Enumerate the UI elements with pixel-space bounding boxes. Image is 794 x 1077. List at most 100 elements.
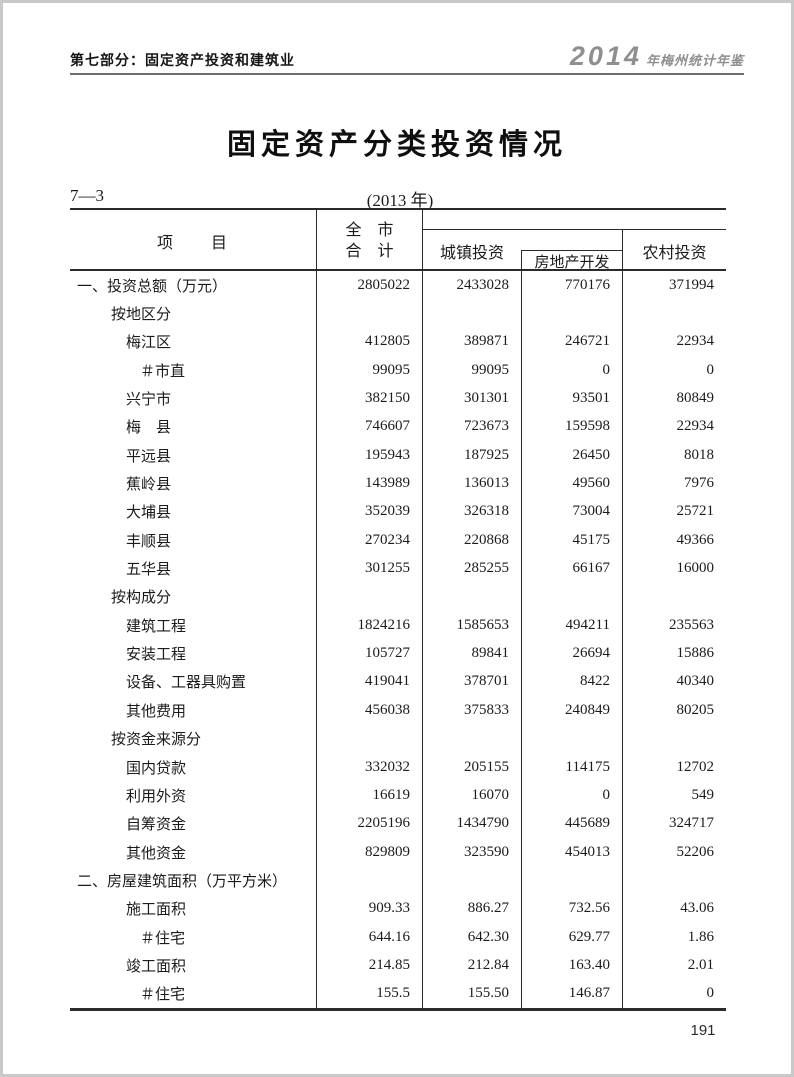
row-value: 49560 [521,469,622,498]
row-value: 22934 [622,327,726,357]
table-row: 设备、工器具购置 419041 378701 8422 40340 [70,667,726,697]
row-label: 施工面积 [126,902,187,919]
row-value: 829809 [316,837,422,867]
row-value: 2433028 [422,271,521,300]
row-value: 93501 [521,384,622,413]
row-label: 按构成分 [111,590,172,607]
statistics-table: 项 目 全 市 合 计 城镇投资 房地产开发 农村投资 一、投资总额（万元） 28… [70,208,726,1011]
row-value: 146.87 [521,979,622,1008]
row-value [316,299,422,328]
header-citywide-line1: 全 市 [345,221,394,239]
row-value: 549 [622,781,726,810]
row-value: 212.84 [422,951,521,980]
row-value: 629.77 [521,922,622,952]
row-value: 371994 [622,271,726,300]
table-row: 自筹资金 2205196 1434790 445689 324717 [70,809,726,838]
table-row: 蕉岭县 143989 136013 49560 7976 [70,469,726,498]
row-label: ＃市直 [140,363,186,380]
row-value: 323590 [422,837,521,867]
row-value: 1434790 [422,809,521,838]
row-value: 456038 [316,696,422,725]
table-row: 平远县 195943 187925 26450 8018 [70,441,726,470]
row-value: 270234 [316,526,422,555]
row-value: 1824216 [316,611,422,640]
table-row: 国内贷款 332032 205155 114175 12702 [70,752,726,782]
row-value: 16619 [316,781,422,810]
row-label: 按地区分 [111,307,172,324]
row-value: 2.01 [622,951,726,980]
row-value: 16070 [422,781,521,810]
row-value: 1.86 [622,922,726,952]
table-row: ＃住宅 644.16 642.30 629.77 1.86 [70,922,726,952]
row-value [316,582,422,612]
row-value: 155.50 [422,979,521,1008]
row-value [422,866,521,895]
row-value: 1585653 [422,611,521,640]
row-label: 利用外资 [126,788,187,805]
row-value: 375833 [422,696,521,725]
row-label: 蕉岭县 [126,477,172,494]
page-number: 191 [690,1022,716,1039]
row-value: 163.40 [521,951,622,980]
row-value: 494211 [521,611,622,640]
row-value: 326318 [422,497,521,527]
yearbook-logo-title: 年梅州统计年鉴 [645,53,744,68]
row-value: 25721 [622,497,726,527]
table-row: 兴宁市 382150 301301 93501 80849 [70,384,726,413]
table-row: ＃住宅 155.5 155.50 146.87 0 [70,979,726,1008]
row-label: 设备、工器具购置 [126,675,247,692]
table-row: 按地区分 [70,299,726,328]
row-label: 竣工面积 [126,958,187,975]
row-label: 大埔县 [126,505,172,522]
row-value: 26450 [521,441,622,470]
row-value: 99095 [422,356,521,385]
header-group-strip [422,210,726,230]
row-value: 2805022 [316,271,422,300]
row-value: 389871 [422,327,521,357]
section-header-text: 第七部分：固定资产投资和建筑业 [70,52,295,68]
row-value [316,866,422,895]
table-row: 按资金来源分 [70,724,726,753]
row-label: 梅江区 [126,335,172,352]
row-value: 324717 [622,809,726,838]
row-value: 235563 [622,611,726,640]
row-value: 0 [521,356,622,385]
row-value [521,299,622,328]
table-header: 项 目 全 市 合 计 城镇投资 房地产开发 农村投资 [70,210,726,271]
row-value: 12702 [622,752,726,782]
table-row: 施工面积 909.33 886.27 732.56 43.06 [70,894,726,923]
table-row: 其他费用 456038 375833 240849 80205 [70,696,726,725]
row-value: 52206 [622,837,726,867]
header-urban-investment-column: 城镇投资 [422,230,521,271]
row-value: 352039 [316,497,422,527]
row-label: 建筑工程 [126,618,187,635]
row-value [622,724,726,753]
row-value: 26694 [521,639,622,668]
row-value: 45175 [521,526,622,555]
row-value [521,582,622,612]
row-value: 66167 [521,554,622,583]
row-value: 80205 [622,696,726,725]
row-value: 412805 [316,327,422,357]
yearbook-logo: 2014 年梅州统计年鉴 [570,43,744,70]
table-row: 梅 县 746607 723673 159598 22934 [70,412,726,442]
header-citywide-line2: 合 计 [345,242,394,260]
row-value: 301255 [316,554,422,583]
row-value: 2205196 [316,809,422,838]
row-value: 644.16 [316,922,422,952]
row-value: 43.06 [622,894,726,923]
row-value: 240849 [521,696,622,725]
row-value: 136013 [422,469,521,498]
table-row: 丰顺县 270234 220868 45175 49366 [70,526,726,555]
row-value: 16000 [622,554,726,583]
row-value: 40340 [622,667,726,697]
row-value: 723673 [422,412,521,442]
table-row: 一、投资总额（万元） 2805022 2433028 770176 371994 [70,271,726,300]
table-row: 建筑工程 1824216 1585653 494211 235563 [70,611,726,640]
row-label: 梅 县 [126,420,172,437]
row-value: 246721 [521,327,622,357]
row-value: 7976 [622,469,726,498]
header-rural-investment-column: 农村投资 [622,230,726,271]
running-header: 第七部分：固定资产投资和建筑业 2014 年梅州统计年鉴 [70,43,744,75]
row-value: 0 [622,979,726,1008]
